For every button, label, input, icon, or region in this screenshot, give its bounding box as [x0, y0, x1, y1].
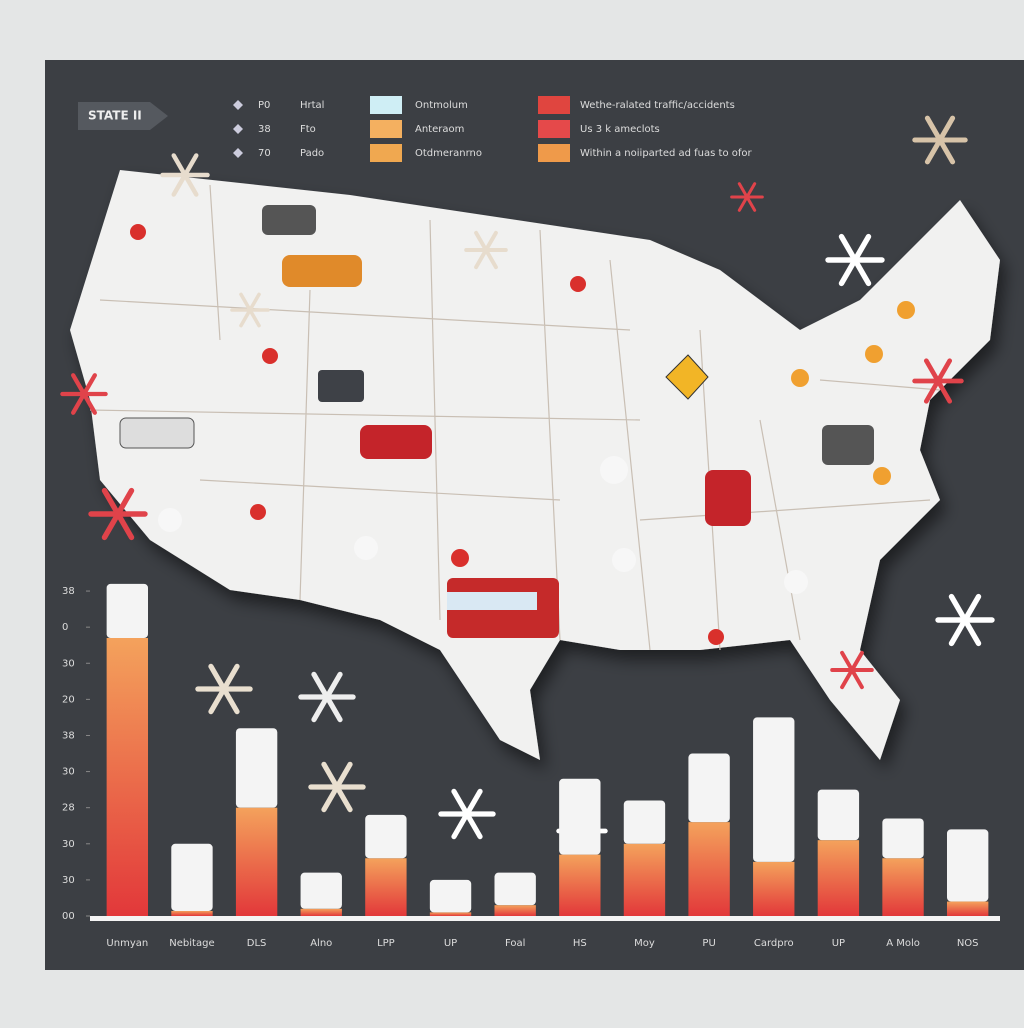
- bar-segment: [817, 840, 860, 916]
- y-tick-label: 0: [62, 622, 68, 633]
- bar-segment: [106, 583, 149, 638]
- bar-segment: [365, 814, 407, 859]
- legend: STATE II: [78, 102, 168, 130]
- x-tick-label: UP: [444, 938, 457, 949]
- y-tick-label: 28: [62, 803, 75, 814]
- key-icon: [233, 148, 243, 158]
- key-value: 70: [258, 148, 271, 159]
- x-tick-label: Cardpro: [754, 938, 794, 949]
- bar-segment: [494, 905, 536, 916]
- y-tick-label: 30: [62, 839, 75, 850]
- note-swatch: [538, 144, 570, 162]
- x-tick-label: A Molo: [886, 938, 920, 949]
- bar-segment: [753, 861, 795, 916]
- bar-segment: [559, 778, 601, 855]
- bar-segment: [946, 829, 989, 902]
- x-tick-label: LPP: [377, 938, 395, 949]
- x-tick-label: Nebitage: [169, 938, 214, 949]
- y-tick-label: 30: [62, 875, 75, 886]
- x-tick-label: UP: [832, 938, 845, 949]
- bar-segment: [623, 843, 666, 916]
- bar-segment: [946, 901, 989, 916]
- bar-segment: [171, 843, 213, 911]
- note-label: Wethe-ralated traffic/accidents: [580, 100, 735, 111]
- us-map: [70, 170, 1000, 760]
- bar-segment: [688, 822, 730, 916]
- x-tick-label: HS: [573, 938, 587, 949]
- bar-segment: [623, 800, 666, 844]
- swatch-label: Anteraom: [415, 124, 464, 135]
- snow-ground: [90, 916, 1000, 921]
- map-icons: [119, 205, 915, 645]
- swatch-label: Otdmeranrno: [415, 148, 482, 159]
- y-tick-label: 00: [62, 911, 75, 922]
- bar-segment: [753, 717, 795, 862]
- bar-segment: [106, 637, 149, 916]
- badge: STATE II: [88, 109, 142, 123]
- bar-segment: [559, 854, 601, 916]
- bar-segment: [300, 908, 342, 916]
- key-name: Pado: [300, 148, 324, 159]
- bar-segment: [429, 879, 472, 913]
- key-value: 38: [258, 124, 271, 135]
- swatch: [370, 120, 402, 138]
- swatch: [370, 144, 402, 162]
- bar-segment: [882, 858, 924, 916]
- x-tick-label: DLS: [247, 938, 267, 949]
- bar-segment: [300, 872, 342, 909]
- note-label: Us 3 k ameclots: [580, 124, 660, 135]
- y-tick-label: 38: [62, 586, 75, 597]
- key-icon: [233, 100, 243, 110]
- y-tick-label: 30: [62, 658, 75, 669]
- bar-segment: [882, 818, 924, 859]
- bar-segment: [365, 858, 407, 916]
- key-name: Hrtal: [300, 100, 324, 111]
- x-tick-label: Moy: [634, 938, 655, 949]
- x-tick-label: Unmyan: [106, 938, 148, 949]
- bar-segment: [171, 910, 213, 916]
- y-tick-label: 20: [62, 694, 75, 705]
- key-name: Fto: [300, 124, 316, 135]
- bar-segment: [235, 807, 278, 916]
- bar-segment: [688, 753, 730, 823]
- y-tick-label: 38: [62, 730, 75, 741]
- x-tick-label: Foal: [505, 938, 525, 949]
- x-tick-label: Alno: [310, 938, 332, 949]
- bar-segment: [235, 728, 278, 808]
- y-tick-label: 30: [62, 767, 75, 778]
- swatch-label: Ontmolum: [415, 100, 468, 111]
- bar-segment: [429, 912, 472, 916]
- swatch: [370, 96, 402, 114]
- x-tick-label: NOS: [957, 938, 979, 949]
- key-value: P0: [258, 100, 270, 111]
- bar-segment: [817, 789, 860, 841]
- note-swatch: [538, 120, 570, 138]
- x-tick-label: PU: [702, 938, 715, 949]
- note-label: Within a noiiparted ad fuas to ofor: [580, 148, 753, 159]
- bar-segment: [494, 872, 536, 906]
- note-swatch: [538, 96, 570, 114]
- key-icon: [233, 124, 243, 134]
